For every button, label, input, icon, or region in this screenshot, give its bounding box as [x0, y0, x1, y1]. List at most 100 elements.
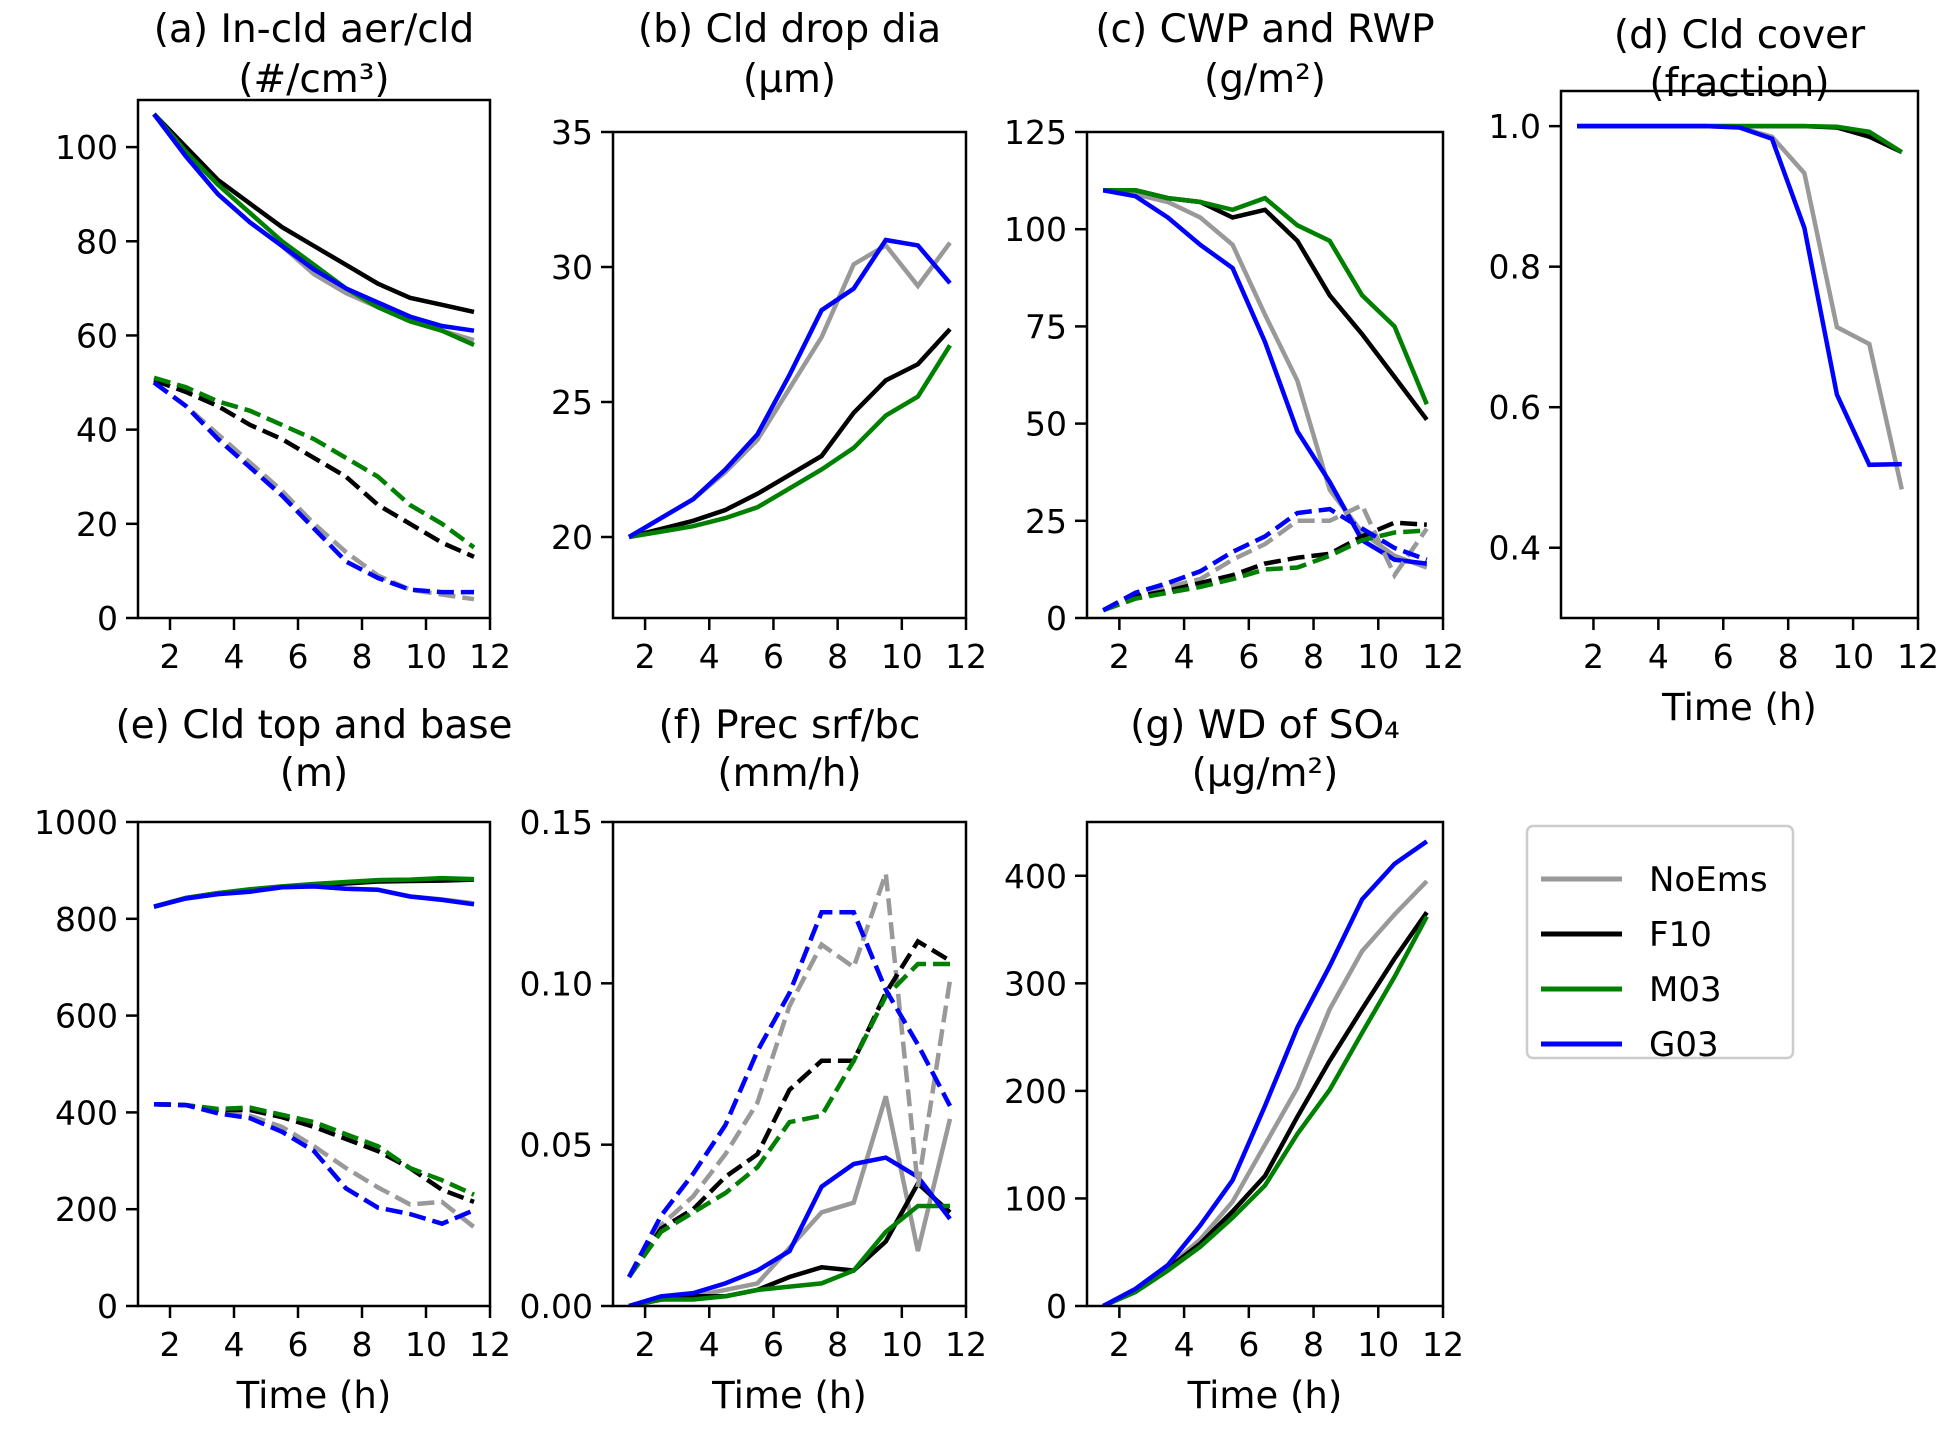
series-line-g03-solid — [1577, 123, 1902, 468]
x-tick-label: 10 — [1357, 1325, 1399, 1364]
x-tick-label: 10 — [1357, 637, 1399, 676]
x-tick-label: 8 — [352, 637, 373, 676]
y-tick-label: 125 — [1004, 113, 1067, 152]
panel-g: (g) WD of SO₄(μg/m²) 2 4 6 8 10 12 0 100 200 300 40… — [1004, 703, 1464, 1417]
x-tick-label: 2 — [1109, 637, 1130, 676]
x-tick-label: 4 — [699, 637, 720, 676]
y-tick-label: 0 — [1046, 599, 1067, 638]
series-line-m03-dashed — [1102, 528, 1427, 613]
y-tick-label: 20 — [76, 505, 118, 544]
series-line-g03-dashed — [152, 380, 474, 595]
y-tick-label: 0 — [97, 599, 118, 638]
panel-unit-label: (m) — [280, 751, 348, 796]
panel-e: (e) Cld top and base(m) 2 4 6 8 10 12 0 200 400 60… — [34, 703, 513, 1417]
series-line-noems-solid — [628, 1095, 953, 1306]
y-tick-label: 600 — [55, 997, 118, 1036]
y-tick-label: 1000 — [34, 803, 118, 842]
x-tick-label: 4 — [224, 1325, 245, 1364]
x-tick-label: 10 — [405, 1325, 447, 1364]
x-tick-label: 10 — [881, 1325, 923, 1364]
legend: NoEms F10 M03 G03 — [1525, 824, 1795, 1065]
axes-frame — [611, 820, 968, 1308]
series-line-g03-solid — [153, 884, 475, 909]
panel-unit-label: (g/m²) — [1204, 57, 1326, 102]
axes-frame — [136, 820, 492, 1308]
series-group — [627, 872, 953, 1306]
series-group — [1577, 123, 1904, 490]
x-tick-label: 8 — [1303, 637, 1324, 676]
y-tick-label: 200 — [55, 1190, 118, 1229]
legend-label: NoEms — [1649, 860, 1768, 900]
series-line-g03-dashed — [627, 910, 952, 1279]
y-tick-label: 200 — [1004, 1072, 1067, 1111]
panel-title: (g) WD of SO₄ — [1130, 703, 1400, 748]
panel-title: (c) CWP and RWP — [1095, 7, 1434, 52]
legend-item-m03: M03 — [1541, 970, 1722, 1010]
legend-label: F10 — [1649, 915, 1712, 955]
series-line-noems-solid — [1102, 879, 1429, 1306]
series-group — [153, 875, 476, 1229]
series-line-noems-solid — [1102, 188, 1428, 570]
series-line-g03-solid — [628, 1155, 952, 1306]
series-line-f10-solid — [152, 112, 475, 315]
series-line-m03-dashed — [153, 1101, 475, 1197]
y-tick-label: 40 — [76, 411, 118, 450]
panel-title: (b) Cld drop dia — [638, 7, 941, 52]
x-axis-label: Time (h) — [711, 1374, 867, 1417]
panel-d: (d) Cld cover(fraction) 2 4 6 8 10 12 0.4 0.6 0.8… — [1489, 13, 1939, 729]
panel-b: (b) Cld drop dia (μm) 2 4 6 8 10 12 20 25 30 35 — [551, 7, 987, 676]
y-tick-label: 300 — [1004, 964, 1067, 1003]
x-tick-label: 8 — [827, 1325, 848, 1364]
x-tick-label: 6 — [1713, 637, 1734, 676]
x-tick-label: 12 — [1897, 637, 1939, 676]
y-tick-label: 80 — [76, 222, 118, 261]
y-tick-label: 1.0 — [1489, 107, 1541, 146]
series-line-m03-solid — [1577, 123, 1903, 155]
y-tick-label: 400 — [1004, 857, 1067, 896]
y-tick-label: 0.05 — [520, 1126, 593, 1165]
x-tick-label: 6 — [1238, 1325, 1259, 1364]
x-tick-label: 10 — [405, 637, 447, 676]
y-tick-label: 30 — [551, 248, 593, 287]
series-line-f10-dashed — [153, 378, 475, 559]
y-tick-label: 0.4 — [1489, 529, 1541, 568]
series-line-g03-solid — [627, 237, 952, 539]
y-tick-label: 0 — [1046, 1287, 1067, 1326]
panel-title: (e) Cld top and base — [115, 703, 512, 748]
x-tick-label: 10 — [881, 637, 923, 676]
legend-item-f10: F10 — [1541, 915, 1712, 955]
panel-unit-label: (μm) — [743, 57, 836, 102]
series-line-noems-dashed — [152, 380, 475, 602]
panel-title: (a) In-cld aer/cld — [154, 7, 475, 52]
x-tick-label: 12 — [1422, 637, 1464, 676]
x-tick-label: 12 — [469, 637, 511, 676]
series-line-f10-solid — [628, 327, 952, 540]
axes-frame — [1559, 89, 1920, 620]
legend-item-g03: G03 — [1541, 1025, 1719, 1065]
y-tick-label: 50 — [1025, 405, 1067, 444]
y-tick-label: 0.6 — [1489, 388, 1541, 427]
x-tick-label: 4 — [1174, 637, 1195, 676]
legend-label: G03 — [1649, 1025, 1719, 1065]
y-tick-label: 35 — [551, 113, 593, 152]
panel-unit-label: (fraction) — [1649, 61, 1829, 106]
panel-title: (d) Cld cover — [1614, 13, 1866, 58]
y-tick-label: 0.15 — [520, 803, 593, 842]
series-line-m03-dashed — [627, 961, 950, 1279]
x-tick-label: 6 — [288, 1325, 309, 1364]
panel-f: (f) Prec srf/bc(mm/h) 2 4 6 8 10 12 0.00 0.05 0.1… — [520, 703, 987, 1417]
x-tick-label: 10 — [1832, 637, 1874, 676]
y-tick-label: 75 — [1025, 307, 1067, 346]
legend-label: M03 — [1649, 970, 1722, 1010]
x-tick-label: 4 — [1174, 1325, 1195, 1364]
x-tick-label: 6 — [763, 637, 784, 676]
series-line-noems-dashed — [153, 1101, 476, 1229]
legend-item-noems: NoEms — [1541, 860, 1768, 900]
series-line-g03-solid — [152, 112, 475, 333]
series-line-m03-dashed — [153, 375, 476, 550]
x-tick-label: 2 — [160, 1325, 181, 1364]
x-tick-label: 4 — [1648, 637, 1669, 676]
x-axis-label: Time (h) — [1187, 1374, 1343, 1417]
x-axis-label: Time (h) — [1661, 686, 1817, 729]
series-line-noems-dashed — [1102, 502, 1429, 613]
